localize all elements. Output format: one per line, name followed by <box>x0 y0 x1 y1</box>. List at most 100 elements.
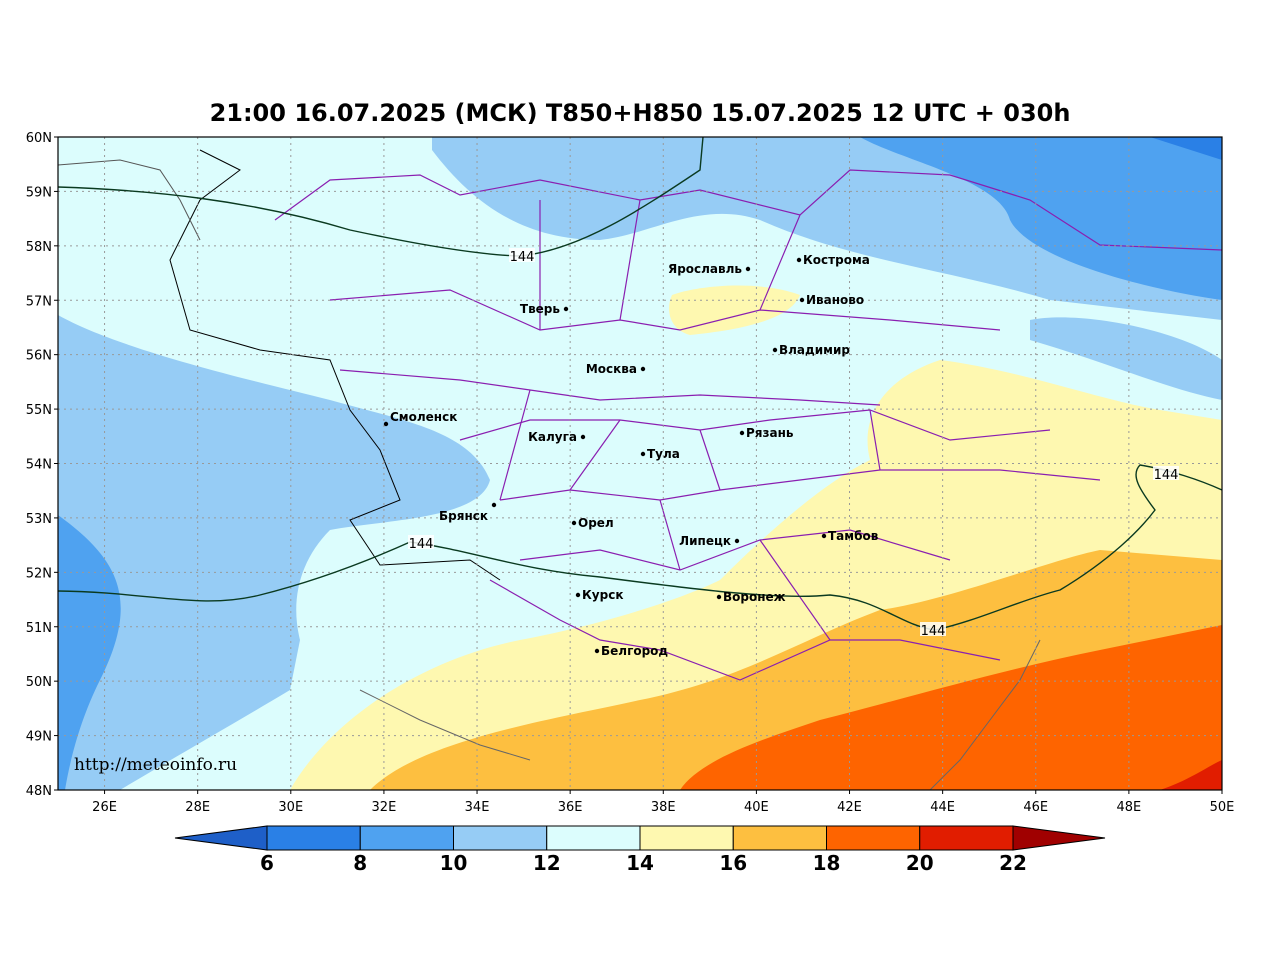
city-dot <box>575 592 581 598</box>
colorbar-label: 10 <box>440 851 468 875</box>
contour-label: 144 <box>921 624 946 639</box>
city-label: Тамбов <box>828 529 879 543</box>
city-label: Тула <box>647 447 680 461</box>
lon-tick-label: 46E <box>1023 800 1048 815</box>
colorbar-segment <box>359 825 454 851</box>
contour-label: 144 <box>409 537 434 552</box>
city-label: Орел <box>578 516 614 530</box>
lon-tick-label: 48E <box>1116 800 1141 815</box>
city-dot <box>580 434 586 440</box>
colorbar-label: 8 <box>353 851 367 875</box>
city-dot <box>821 533 827 539</box>
city-dot <box>772 347 778 353</box>
city-label: Липецк <box>679 534 731 548</box>
fill-18-20 <box>680 625 1222 790</box>
colorbar-segment <box>546 825 641 851</box>
city-label: Смоленск <box>390 410 457 424</box>
city-label: Брянск <box>439 509 488 523</box>
lon-tick-label: 38E <box>651 800 676 815</box>
contour-label-bg <box>408 535 434 549</box>
lon-tick-label: 40E <box>744 800 769 815</box>
city-label: Рязань <box>746 426 794 440</box>
lat-tick-label: 52N <box>26 566 52 581</box>
fill-10-12 <box>1030 317 1222 400</box>
lat-tick-label: 48N <box>26 784 52 799</box>
contour-line <box>58 464 1222 631</box>
region-borders <box>274 169 1222 681</box>
lon-tick-label: 26E <box>92 800 117 815</box>
fill-8-10 <box>860 137 1222 300</box>
lon-tick-label: 44E <box>930 800 955 815</box>
contour-labels: 144 144 144 144 <box>408 248 1179 639</box>
city-dot <box>571 520 577 526</box>
watermark: http://meteoinfo.ru <box>74 755 237 775</box>
colorbar: 6 8 10 12 14 16 18 20 22 <box>174 825 1106 875</box>
fill-20-22 <box>1160 760 1222 790</box>
contour-line <box>58 137 704 257</box>
colorbar-label: 22 <box>999 851 1027 875</box>
colorbar-segment <box>919 825 1014 851</box>
lon-tick-label: 50E <box>1210 800 1235 815</box>
city-dot <box>734 538 740 544</box>
fill-10-12 <box>58 315 490 790</box>
colorbar-under <box>174 825 268 851</box>
lat-tick-label: 56N <box>26 349 52 364</box>
colorbar-label: 6 <box>260 851 274 875</box>
city-label: Тверь <box>520 302 561 316</box>
city-label: Ярославль <box>668 262 742 276</box>
city-label: Москва <box>586 362 637 376</box>
lat-tick-label: 59N <box>26 185 52 200</box>
city-label: Воронеж <box>723 590 786 604</box>
colorbar-segment <box>266 825 361 851</box>
colorbar-label: 16 <box>719 851 747 875</box>
city-dot <box>491 502 497 508</box>
lat-tick-label: 54N <box>26 458 52 473</box>
lat-tick-label: 53N <box>26 512 52 527</box>
axes: 26E 28E 30E 32E 34E 36E 38E 40E 42E 44E 46E 48E 50E 4… <box>26 131 1235 815</box>
city-label: Калуга <box>528 430 577 444</box>
rivers <box>359 639 1041 790</box>
city-label: Белгород <box>601 644 668 658</box>
city-dot <box>640 366 646 372</box>
graticule <box>58 137 1222 790</box>
colorbar-label: 14 <box>626 851 654 875</box>
city-dot <box>563 306 569 312</box>
lon-tick-label: 30E <box>278 800 303 815</box>
map-area: Ярославль Кострома Иваново Тверь Москва Влади… <box>58 137 1222 790</box>
city-label: Курск <box>582 588 623 602</box>
coastline <box>58 159 201 241</box>
colorbar-label: 20 <box>906 851 934 875</box>
city-dot <box>716 594 722 600</box>
cities: Ярославль Кострома Иваново Тверь Москва Влади… <box>383 253 879 658</box>
city-dot <box>739 430 745 436</box>
lon-tick-label: 36E <box>558 800 583 815</box>
lon-tick-label: 32E <box>372 800 397 815</box>
city-dot <box>745 266 751 272</box>
contour-label-bg <box>1153 466 1179 480</box>
lat-tick-label: 57N <box>26 294 52 309</box>
contour-label-bg <box>509 248 535 262</box>
fill-8-10 <box>58 515 121 790</box>
colorbar-over <box>1012 825 1106 851</box>
contour-label: 144 <box>510 250 535 265</box>
colorbar-segment <box>639 825 734 851</box>
city-dot <box>640 451 646 457</box>
map-title: 21:00 16.07.2025 (МСК) T850+H850 15.07.2… <box>210 99 1071 127</box>
city-dot <box>796 257 802 263</box>
lat-tick-label: 55N <box>26 403 52 418</box>
city-label: Владимир <box>779 343 850 357</box>
city-dot <box>383 421 389 427</box>
fill-6-8 <box>1150 137 1222 160</box>
lon-tick-label: 42E <box>837 800 862 815</box>
colorbar-label: 12 <box>533 851 561 875</box>
city-dot <box>799 297 805 303</box>
lon-tick-label: 28E <box>185 800 210 815</box>
colorbar-segment <box>826 825 921 851</box>
lon-tick-label: 34E <box>465 800 490 815</box>
lat-tick-label: 49N <box>26 730 52 745</box>
contour-label-bg <box>920 622 946 636</box>
lat-tick-label: 50N <box>26 675 52 690</box>
lat-tick-label: 51N <box>26 621 52 636</box>
contour-label: 144 <box>1154 468 1179 483</box>
